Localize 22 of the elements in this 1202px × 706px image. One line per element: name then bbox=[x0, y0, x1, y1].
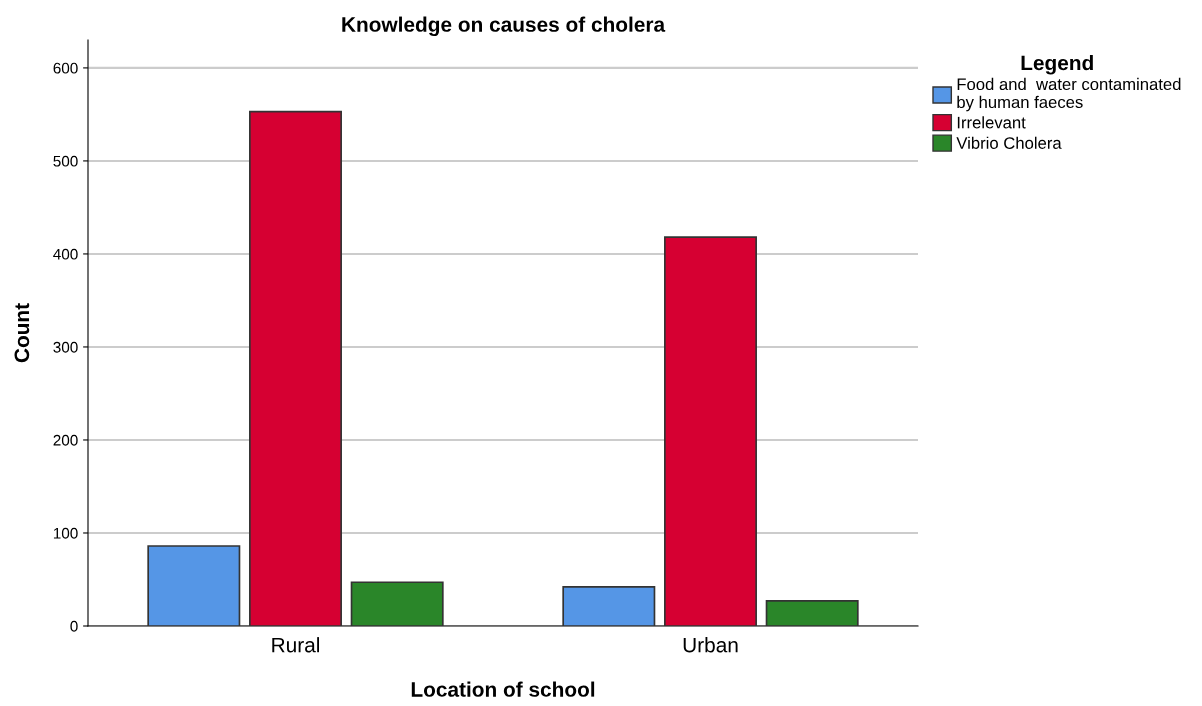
y-axis-title: Count bbox=[14, 303, 30, 363]
bar bbox=[249, 110, 342, 626]
y-tick-label: 300 bbox=[53, 341, 78, 353]
chart-title: Knowledge on causes of cholera bbox=[342, 16, 666, 37]
y-tick-label: 0 bbox=[70, 620, 78, 632]
y-tick-label: 600 bbox=[53, 62, 78, 74]
y-tick-label: 100 bbox=[53, 527, 78, 539]
bar bbox=[350, 581, 444, 626]
legend-label: Vibrio Cholera bbox=[956, 136, 1062, 149]
x-tick-label: Rural bbox=[272, 637, 319, 653]
x-tick-label: Urban bbox=[683, 637, 738, 653]
bar bbox=[562, 586, 656, 626]
bar bbox=[664, 236, 757, 626]
legend-label: Food and water contaminated by human faeces bbox=[957, 77, 1181, 112]
legend-label: Irrelevant bbox=[957, 116, 1026, 129]
x-axis-title: Location of school bbox=[411, 681, 595, 697]
bar bbox=[147, 545, 241, 626]
bar bbox=[765, 600, 859, 626]
legend-title: Legend bbox=[1021, 55, 1093, 75]
y-tick-label: 400 bbox=[53, 248, 78, 260]
y-tick-label: 200 bbox=[53, 434, 78, 446]
y-tick-label: 500 bbox=[53, 155, 78, 167]
